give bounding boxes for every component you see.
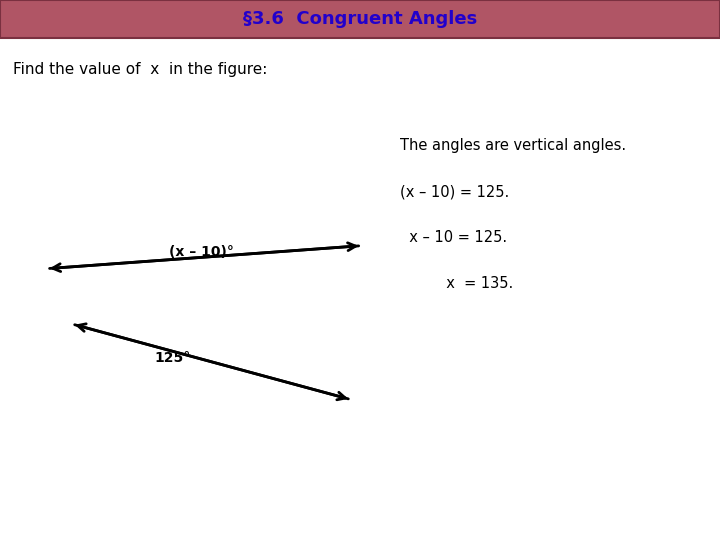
FancyBboxPatch shape bbox=[0, 0, 720, 38]
Text: x – 10 = 125.: x – 10 = 125. bbox=[400, 230, 507, 245]
Text: x  = 135.: x = 135. bbox=[400, 276, 513, 291]
Text: (x – 10) = 125.: (x – 10) = 125. bbox=[400, 184, 509, 199]
Text: Find the value of  x  in the figure:: Find the value of x in the figure: bbox=[13, 62, 267, 77]
Text: §3.6  Congruent Angles: §3.6 Congruent Angles bbox=[243, 10, 477, 28]
Text: 125°: 125° bbox=[155, 351, 191, 365]
Text: (x – 10)°: (x – 10)° bbox=[169, 245, 234, 259]
Text: The angles are vertical angles.: The angles are vertical angles. bbox=[400, 138, 626, 153]
